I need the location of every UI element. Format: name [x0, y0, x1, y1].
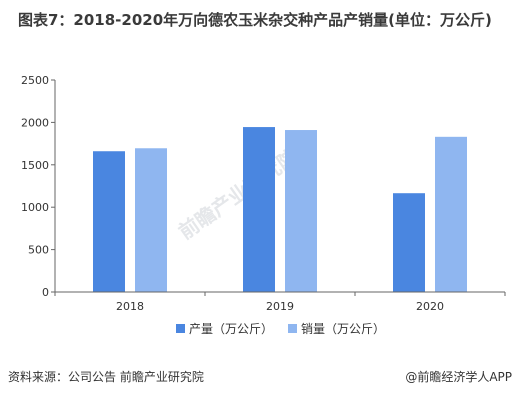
y-tick-label: 500: [28, 244, 49, 257]
bar-sales-2019: [285, 130, 317, 292]
legend-swatch-production: [176, 324, 185, 333]
y-tick-label: 2000: [21, 116, 49, 129]
bar-sales-2018: [135, 148, 167, 292]
source-note: 资料来源：公司公告 前瞻产业研究院: [8, 370, 204, 384]
bar-production-2019: [243, 127, 275, 293]
x-tick-label: 2019: [266, 300, 294, 313]
y-tick-label: 0: [42, 286, 49, 299]
legend-label-production: 产量（万公斤）: [189, 322, 273, 336]
y-tick-label: 1500: [21, 159, 49, 172]
legend-label-sales: 销量（万公斤）: [301, 322, 385, 336]
x-tick-label: 2020: [416, 300, 444, 313]
legend-swatch-sales: [288, 324, 297, 333]
brand-credit: @前瞻经济学人APP: [405, 368, 512, 385]
bar-sales-2020: [435, 136, 467, 292]
y-tick-label: 2500: [21, 74, 49, 87]
x-tick-label: 2018: [116, 300, 144, 313]
footer: 资料来源：公司公告 前瞻产业研究院 @前瞻经济学人APP: [8, 368, 512, 385]
bar-chart: 前瞻产业研究院 0 500 1000 1500 2000 2500 2018 2019 2020…: [21, 74, 506, 336]
bar-production-2020: [393, 193, 425, 292]
watermark-text: 前瞻产业研究院: [174, 144, 302, 244]
bar-production-2018: [93, 151, 125, 292]
y-tick-label: 1000: [21, 201, 49, 214]
brand-text: @前瞻经济学人APP: [405, 370, 512, 384]
chart-title: 图表7：2018-2020年万向德农玉米杂交种产品产销量(单位：万公斤): [18, 11, 492, 29]
